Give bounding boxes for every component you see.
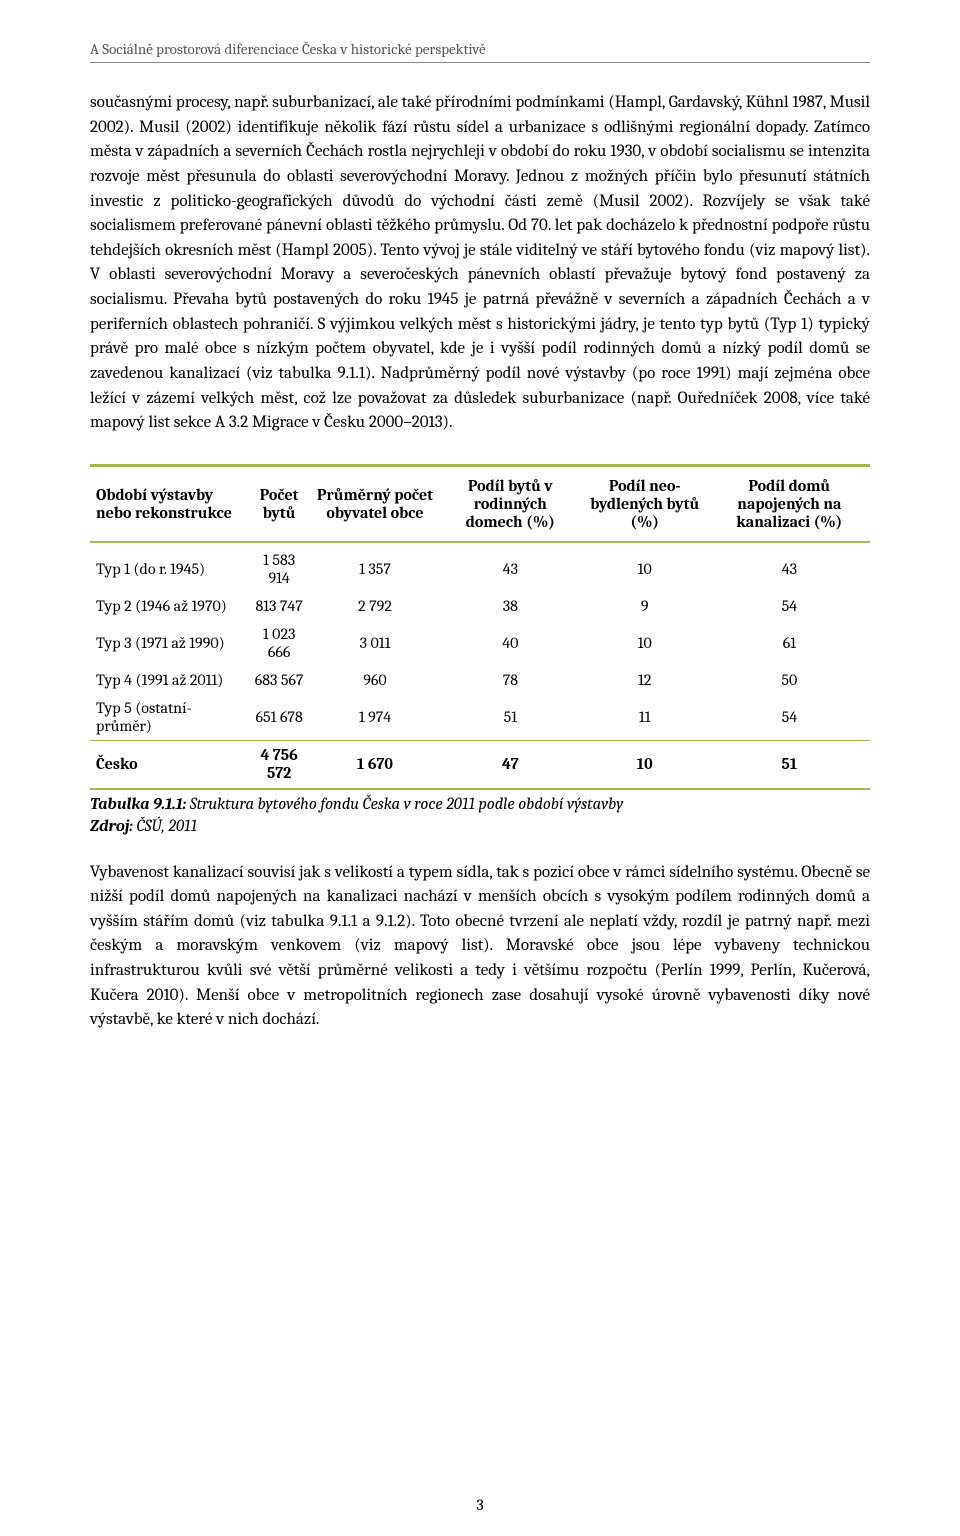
table-header-row: Období výstavby nebo rekonstrukce Počet …: [90, 465, 870, 542]
cell: 47: [440, 740, 581, 789]
cell: 51: [440, 694, 581, 741]
cell: Typ 2 (1946 až 1970): [90, 592, 248, 620]
col-period: Období výstavby nebo rekonstrukce: [90, 465, 248, 542]
cell: 2 792: [310, 592, 440, 620]
cell: 38: [440, 592, 581, 620]
cell: Typ 3 (1971 až 1990): [90, 620, 248, 666]
cell: 61: [709, 620, 870, 666]
cell: 1 583 914: [248, 542, 310, 592]
cell: 3 011: [310, 620, 440, 666]
cell: 51: [709, 740, 870, 789]
table-total-row: Česko 4 756 572 1 670 47 10 51: [90, 740, 870, 789]
cell: 10: [581, 740, 709, 789]
table-row: Typ 4 (1991 až 2011) 683 567 960 78 12 5…: [90, 666, 870, 694]
cell: 50: [709, 666, 870, 694]
table-row: Typ 1 (do r. 1945) 1 583 914 1 357 43 10…: [90, 542, 870, 592]
cell: 54: [709, 592, 870, 620]
table-row: Typ 2 (1946 až 1970) 813 747 2 792 38 9 …: [90, 592, 870, 620]
cell: 9: [581, 592, 709, 620]
cell: 78: [440, 666, 581, 694]
cell: 1 023 666: [248, 620, 310, 666]
cell: 40: [440, 620, 581, 666]
cell: Typ 5 (ostatní-průměr): [90, 694, 248, 741]
cell: 43: [440, 542, 581, 592]
col-sewer: Podíl domů napojených na kanalizaci (%): [709, 465, 870, 542]
cell: 4 756 572: [248, 740, 310, 789]
cell: 11: [581, 694, 709, 741]
header-title: A Sociálně prostorová diferenciace Česka…: [90, 40, 486, 58]
cell: 10: [581, 620, 709, 666]
cell: 43: [709, 542, 870, 592]
cell: 12: [581, 666, 709, 694]
cell: 813 747: [248, 592, 310, 620]
cell: 1 357: [310, 542, 440, 592]
cell: 960: [310, 666, 440, 694]
cell: 683 567: [248, 666, 310, 694]
cell: 1 974: [310, 694, 440, 741]
col-family-share: Podíl bytů v rodinných domech (%): [440, 465, 581, 542]
col-unoccupied: Podíl neo-bydlených bytů (%): [581, 465, 709, 542]
caption-label: Tabulka 9.1.1:: [90, 795, 186, 814]
table-caption: Tabulka 9.1.1: Struktura bytového fondu …: [90, 794, 870, 839]
paragraph-2: Vybavenost kanalizací souvisí jak s veli…: [90, 861, 870, 1033]
housing-table: Období výstavby nebo rekonstrukce Počet …: [90, 464, 870, 790]
source-label: Zdroj:: [90, 817, 133, 836]
document-page: A Sociálně prostorová diferenciace Česka…: [0, 0, 960, 1536]
col-count: Počet bytů: [248, 465, 310, 542]
col-avg-pop: Průměrný počet obyvatel obce: [310, 465, 440, 542]
cell: 10: [581, 542, 709, 592]
cell: 1 670: [310, 740, 440, 789]
cell: Česko: [90, 740, 248, 789]
table-row: Typ 5 (ostatní-průměr) 651 678 1 974 51 …: [90, 694, 870, 741]
cell: Typ 4 (1991 až 2011): [90, 666, 248, 694]
caption-title: Struktura bytového fondu Česka v roce 20…: [186, 795, 623, 814]
paragraph-1: současnými procesy, např. suburbanizací,…: [90, 91, 870, 436]
page-number: 3: [0, 1496, 960, 1514]
cell: 651 678: [248, 694, 310, 741]
table-row: Typ 3 (1971 až 1990) 1 023 666 3 011 40 …: [90, 620, 870, 666]
source-text: ČSÚ, 2011: [133, 817, 197, 836]
cell: 54: [709, 694, 870, 741]
page-header: A Sociálně prostorová diferenciace Česka…: [90, 40, 870, 63]
cell: Typ 1 (do r. 1945): [90, 542, 248, 592]
